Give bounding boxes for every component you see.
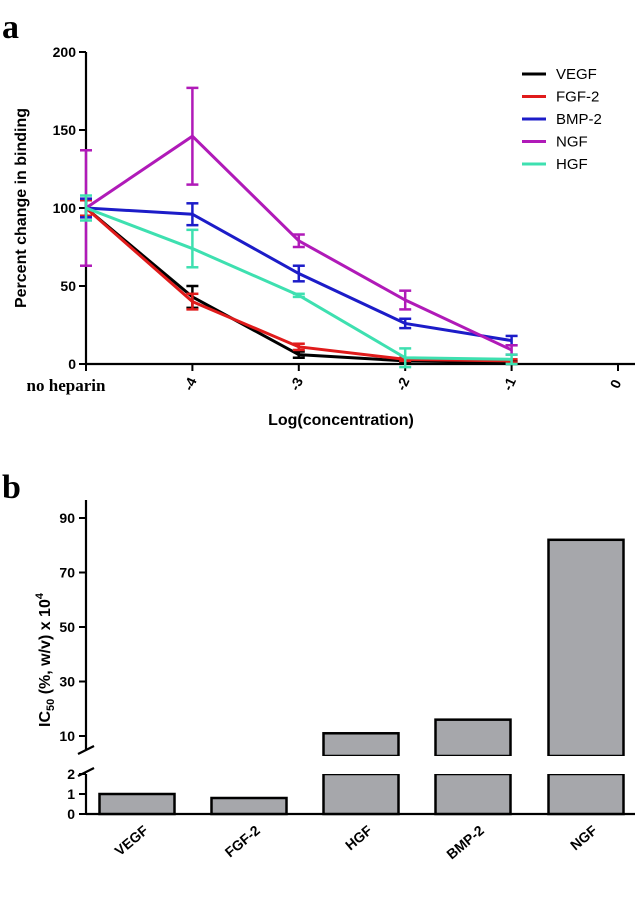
x-tick-label-a: -3 (286, 375, 306, 393)
ylabel-sup: 4 (34, 592, 46, 599)
axis-break-mark (77, 745, 95, 755)
axis-break-band (88, 756, 635, 774)
y-tick-label-b: 90 (59, 510, 75, 526)
ylabel-mid: (%, w/v) x 10 (37, 599, 54, 699)
y-tick-label-a: 50 (60, 278, 76, 294)
legend-label: HGF (556, 156, 588, 173)
legend-label: BMP-2 (556, 111, 602, 128)
bar-vegf (98, 792, 176, 816)
bar-ngf (547, 538, 625, 758)
x-tick-label-a: no heparin (27, 376, 106, 395)
y-tick-label-a: 200 (53, 44, 77, 60)
legend-label: VEGF (556, 66, 597, 83)
y-tick-label-b: 70 (59, 565, 75, 581)
legend-label: FGF-2 (556, 89, 599, 106)
ylabel-ic: IC (37, 711, 54, 727)
series-hgf (80, 194, 518, 369)
y-tick-label-a: 100 (53, 200, 77, 216)
y-axis-title-a: Percent change in binding (13, 108, 30, 308)
x-tick-label-a: -4 (180, 375, 200, 393)
x-axis-title-a: Log(concentration) (268, 412, 414, 429)
y-tick-label-a: 0 (68, 356, 76, 372)
x-tick-label-b: VEGF (111, 822, 151, 859)
y-tick-label-a: 150 (53, 122, 77, 138)
y-tick-label-b: 30 (59, 674, 75, 690)
bar-ngf-lower (547, 772, 625, 816)
y-tick-label-b: 2 (67, 766, 75, 782)
y-tick-label-b: 0 (67, 806, 75, 822)
bar-bmp-2-lower (434, 772, 512, 816)
x-tick-label-b: NGF (567, 822, 600, 854)
x-tick-label-a: 0 (607, 377, 625, 391)
x-tick-label-b: FGF-2 (222, 822, 263, 860)
legend-label: NGF (556, 134, 588, 151)
x-tick-label-b: BMP-2 (443, 822, 487, 862)
y-tick-label-b: 1 (67, 786, 75, 802)
bar-fgf-2 (210, 796, 288, 816)
y-axis-title-b: IC50 (%, w/v) x 104 (34, 592, 57, 727)
chart-a-line-plot: Percent change in binding Log(concentrat… (13, 44, 635, 429)
x-tick-label-a: -2 (393, 375, 413, 393)
y-tick-label-b: 50 (59, 619, 75, 635)
bar-hgf (322, 732, 400, 758)
series-line-hgf (85, 206, 512, 361)
bar-bmp-2 (434, 718, 512, 758)
x-tick-label-b: HGF (342, 822, 375, 854)
y-tick-label-b: 10 (59, 728, 75, 744)
panel-a-letter: a (2, 9, 19, 46)
ylabel-sub: 50 (45, 699, 57, 711)
series-ngf (80, 86, 518, 356)
x-tick-label-a: -1 (499, 375, 519, 393)
axis-break-mark (77, 767, 95, 777)
bar-hgf-lower (322, 772, 400, 816)
panel-b-letter: b (2, 469, 21, 506)
